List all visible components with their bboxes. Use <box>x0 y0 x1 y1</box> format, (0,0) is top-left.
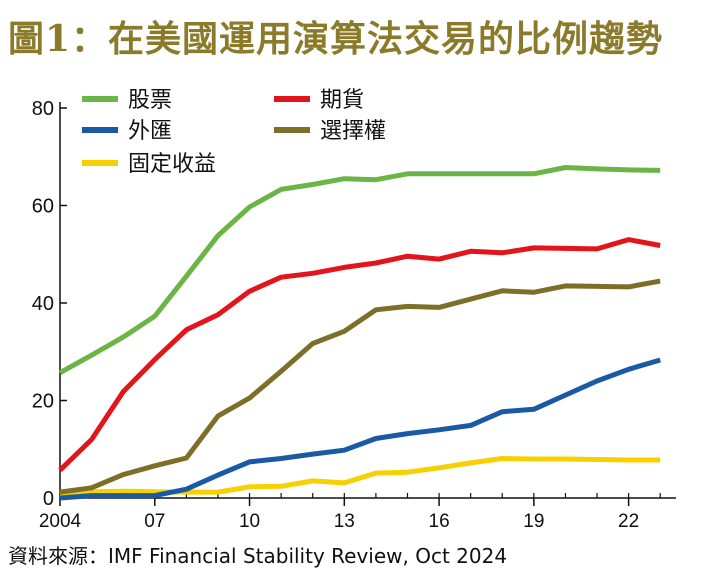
x-tick-label: 07 <box>144 511 165 532</box>
legend-label: 期貨 <box>320 88 364 113</box>
legend-label: 外匯 <box>128 119 172 144</box>
source-note: 資料來源：IMF Financial Stability Review, Oct… <box>8 544 508 568</box>
y-tick-label: 0 <box>43 488 54 510</box>
x-tick-label: 10 <box>239 511 260 532</box>
y-tick-label: 40 <box>32 293 54 315</box>
series-line-5 <box>59 456 661 497</box>
x-tick-label: 2004 <box>39 511 82 532</box>
chart-title: 圖1：在美國運用演算法交易的比例趨勢 <box>8 18 664 60</box>
x-tick-label: 13 <box>334 511 355 532</box>
legend-label: 股票 <box>128 88 172 113</box>
legend-label: 選擇權 <box>320 119 386 144</box>
series-line-4 <box>59 278 661 495</box>
y-tick-label: 20 <box>32 391 54 413</box>
chart-axes: 0 20 40 60 80 2004 07 10 13 16 19 22 <box>32 98 676 532</box>
y-tick-label: 60 <box>32 196 54 218</box>
legend-label: 固定收益 <box>128 152 216 177</box>
series-layer <box>58 165 661 501</box>
series-line-2 <box>58 237 661 472</box>
series-line-1 <box>58 165 661 375</box>
x-tick-label: 22 <box>618 511 639 532</box>
y-tick-label: 80 <box>32 98 54 120</box>
series-line-3 <box>59 357 661 501</box>
x-tick-label: 16 <box>429 511 450 532</box>
x-tick-label: 19 <box>523 511 544 532</box>
